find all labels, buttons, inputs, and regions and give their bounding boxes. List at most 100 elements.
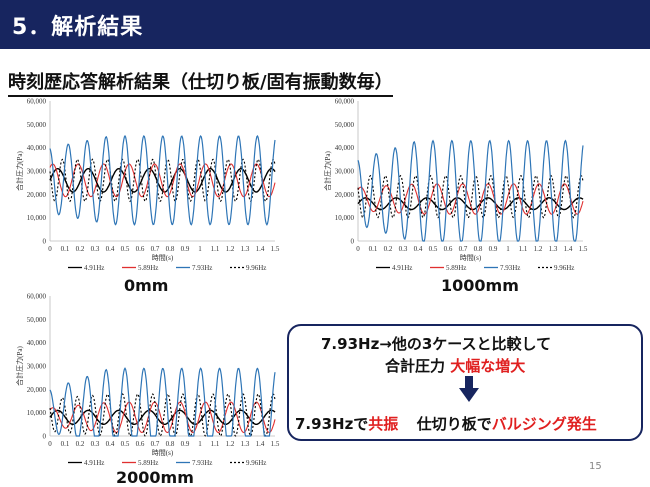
callout-line3: 7.93Hzで共振 仕切り板でバルジング発生 [295,413,597,434]
legend-label: 9.96Hz [246,264,266,272]
x-tick-label: 0.5 [121,440,130,448]
legend-label: 5.89Hz [446,264,466,272]
x-tick-label: 0.6 [444,245,453,253]
y-tick-label: 30,000 [27,168,47,176]
y-tick-label: 10,000 [27,214,47,222]
y-tick-label: 0 [43,433,47,441]
x-tick-label: 0.9 [181,440,190,448]
chart-1000mm: 0 10,000 20,000 30,000 40,000 50,000 60,000 0 0.… [323,98,588,273]
x-tick-label: 1.4 [256,440,265,448]
y-tick-label: 0 [43,238,47,246]
series-line-7_93Hz [49,134,276,226]
x-tick-label: 1.3 [241,245,250,253]
x-tick-label: 0.1 [61,245,70,253]
callout-line1: 7.93Hz→他の3ケースと比較して [321,335,552,353]
callout-emphasis-resonance: 共振 [368,415,399,433]
y-tick-label: 20,000 [335,191,355,199]
y-axis-title: 合計圧力(Pa) [15,346,24,386]
chart-2000mm: 0 10,000 20,000 30,000 40,000 50,000 60,000 0 0.… [15,293,280,468]
x-tick-label: 0 [356,245,360,253]
x-tick-label: 1.3 [549,245,558,253]
x-tick-label: 1.5 [271,440,280,448]
caption-0mm: 0mm [124,276,169,295]
x-tick-label: 0.3 [91,245,100,253]
legend-label: 7.93Hz [192,459,212,467]
page-number: 15 [589,461,602,472]
x-tick-label: 0.3 [91,440,100,448]
x-tick-label: 0.8 [474,245,483,253]
x-tick-label: 0.4 [106,245,115,253]
x-tick-label: 0.8 [166,440,175,448]
x-tick-label: 1.3 [241,440,250,448]
legend-label: 9.96Hz [246,459,266,467]
x-tick-label: 1 [506,245,510,253]
y-tick-label: 10,000 [335,214,355,222]
legend-label: 4.91Hz [84,264,104,272]
y-tick-label: 50,000 [335,121,355,129]
legend-label: 4.91Hz [84,459,104,467]
x-tick-label: 0.7 [151,440,160,448]
x-tick-label: 1.2 [226,245,235,253]
slide-header: 5．解析結果 [0,0,650,49]
callout-line3-c: 仕切り板で [416,415,492,433]
chart-0mm: 0 10,000 20,000 30,000 40,000 50,000 60,000 0 0.… [15,98,280,273]
series-line-9_96Hz [49,158,276,203]
legend-label: 4.91Hz [392,264,412,272]
callout-emphasis-increase: 大幅な増大 [450,357,526,375]
y-tick-label: 40,000 [335,144,355,152]
x-tick-label: 0.3 [399,245,408,253]
y-tick-label: 60,000 [27,293,47,301]
x-tick-label: 0.8 [166,245,175,253]
x-tick-label: 0.6 [136,245,145,253]
arrow-down-icon [459,376,479,402]
x-tick-label: 1.2 [226,440,235,448]
x-tick-label: 1.2 [534,245,543,253]
x-tick-label: 1.1 [211,440,220,448]
x-tick-label: 0.6 [136,440,145,448]
x-tick-label: 0.4 [414,245,423,253]
series-line-7_93Hz [49,367,276,437]
y-tick-label: 50,000 [27,121,47,129]
series-line-9_96Hz [357,174,584,219]
x-tick-label: 0.5 [429,245,438,253]
y-tick-label: 30,000 [27,363,47,371]
legend-label: 5.89Hz [138,459,158,467]
legend-label: 5.89Hz [138,264,158,272]
x-tick-label: 0 [48,440,52,448]
x-axis-title: 時間(s) [460,254,482,262]
callout-emphasis-bulging: バルジング発生 [491,415,597,433]
y-tick-label: 0 [351,238,355,246]
x-tick-label: 0.2 [76,245,85,253]
x-tick-label: 0.9 [181,245,190,253]
y-tick-label: 40,000 [27,339,47,347]
x-tick-label: 1.4 [256,245,265,253]
x-axis-title: 時間(s) [152,449,174,457]
y-tick-label: 40,000 [27,144,47,152]
x-tick-label: 0.7 [459,245,468,253]
x-tick-label: 0.2 [384,245,393,253]
y-tick-label: 60,000 [27,98,47,106]
x-tick-label: 1.1 [211,245,220,253]
x-tick-label: 0.4 [106,440,115,448]
y-tick-label: 20,000 [27,386,47,394]
y-tick-label: 10,000 [27,409,47,417]
legend-label: 7.93Hz [500,264,520,272]
slide-subtitle: 時刻歴応答解析結果（仕切り板/固有振動数毎） [8,68,393,97]
x-tick-label: 0.1 [369,245,378,253]
caption-1000mm: 1000mm [441,276,519,295]
x-tick-label: 0.5 [121,245,130,253]
x-tick-label: 1.1 [519,245,528,253]
x-tick-label: 1.5 [271,245,280,253]
series-line-4_91Hz [49,167,276,193]
conclusion-callout: 7.93Hz→他の3ケースと比較して 合計圧力 大幅な増大 7.93Hzで共振 … [287,324,643,441]
y-axis-title: 合計圧力(Pa) [323,151,332,191]
y-tick-label: 60,000 [335,98,355,106]
x-tick-label: 0.9 [489,245,498,253]
y-axis-title: 合計圧力(Pa) [15,151,24,191]
y-tick-label: 30,000 [335,168,355,176]
callout-line3-a: 7.93Hzで [295,415,369,433]
series-line-7_93Hz [357,139,584,242]
series-line-9_96Hz [49,393,276,437]
x-tick-label: 1 [198,440,202,448]
x-tick-label: 0.1 [61,440,70,448]
